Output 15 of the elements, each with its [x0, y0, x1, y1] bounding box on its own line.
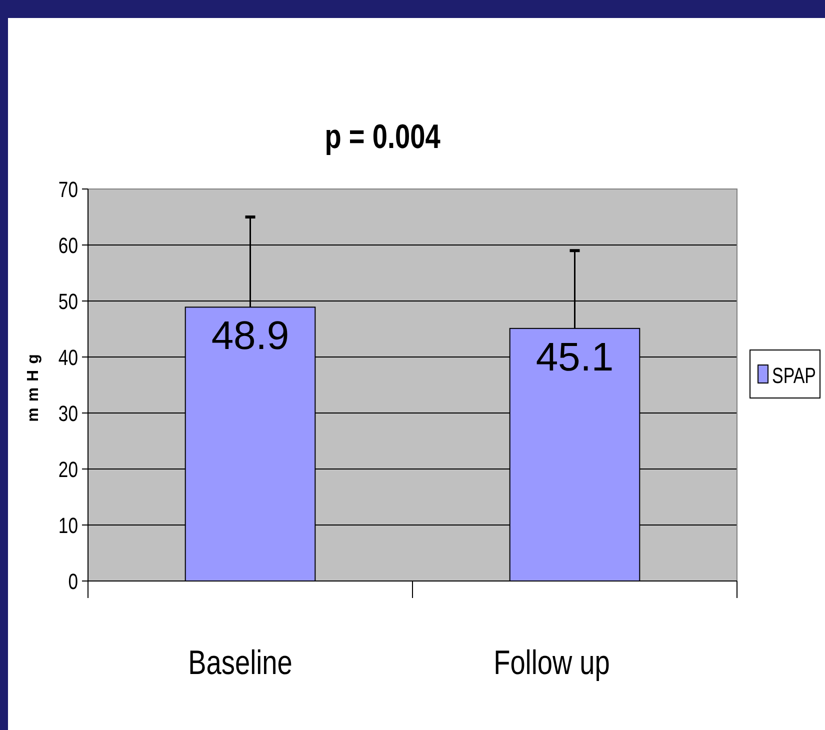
y-tick-label: 0	[68, 570, 78, 595]
y-tick-label: 70	[58, 178, 78, 203]
y-tick-label: 30	[58, 402, 78, 427]
x-tick-label: Follow up	[494, 643, 610, 682]
data-label: 48.9	[211, 314, 290, 358]
x-tick-label: Baseline	[188, 643, 292, 682]
chart-title: p = 0.004	[324, 117, 440, 156]
y-tick-label: 40	[58, 346, 78, 371]
y-tick-label: 60	[58, 234, 78, 259]
y-axis-title: mmHg	[25, 348, 42, 422]
y-tick-label: 10	[58, 514, 78, 539]
y-tick-label: 50	[58, 290, 78, 315]
data-label: 45.1	[536, 335, 614, 380]
y-tick-label: 20	[58, 458, 78, 483]
legend-label: SPAP	[772, 363, 825, 388]
